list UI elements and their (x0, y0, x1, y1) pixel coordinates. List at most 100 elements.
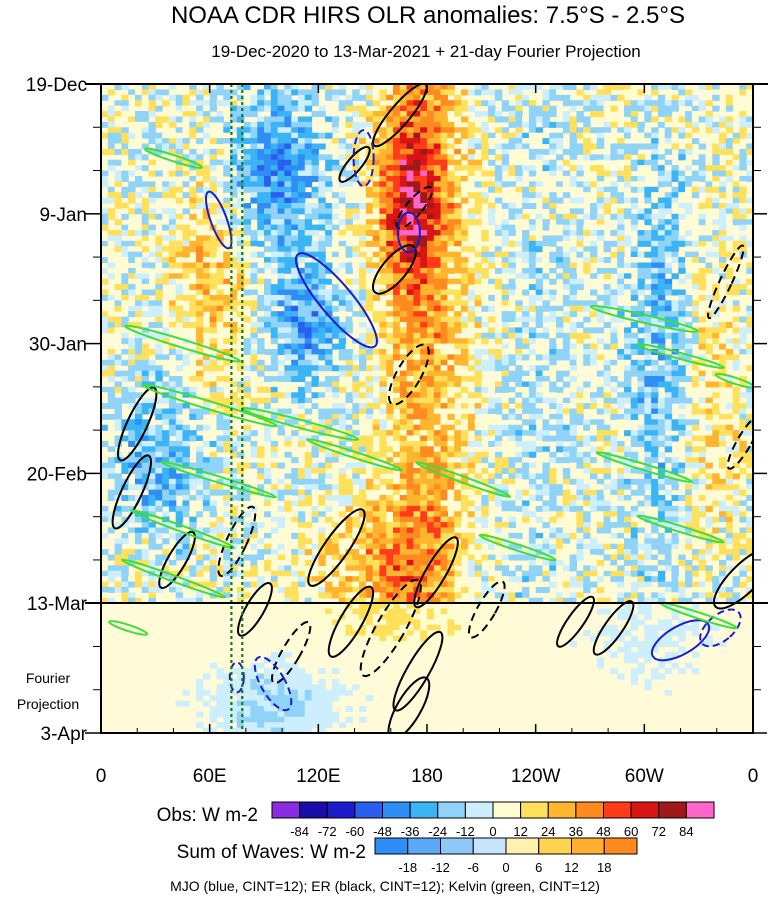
field-cell (196, 262, 204, 269)
field-cell (522, 192, 530, 199)
field-cell (311, 392, 319, 399)
field-cell (365, 419, 374, 426)
field-cell (406, 230, 415, 237)
field-cell (420, 327, 428, 334)
field-cell (223, 257, 231, 264)
field-cell (617, 403, 625, 410)
field-cell (175, 284, 184, 291)
field-cell (297, 451, 306, 458)
field-cell (379, 327, 387, 334)
field-cell (657, 413, 666, 420)
field-cell (114, 278, 122, 285)
field-cell (386, 365, 394, 372)
field-cell (297, 159, 306, 166)
field-cell (691, 127, 700, 134)
field-cell (427, 240, 435, 247)
field-cell (712, 154, 720, 161)
field-cell (250, 289, 258, 296)
field-cell (460, 170, 469, 177)
field-cell (291, 105, 299, 112)
field-cell (732, 181, 741, 188)
field-cell (501, 354, 510, 361)
field-cell (474, 170, 482, 177)
field-cell (610, 186, 618, 193)
field-cell (399, 84, 408, 91)
field-cell (576, 240, 584, 247)
field-cell (134, 305, 143, 312)
field-cell (318, 289, 326, 296)
field-cell (107, 392, 116, 399)
field-cell (250, 430, 258, 437)
field-cell (651, 311, 659, 318)
field-cell (114, 338, 122, 345)
field-cell (556, 143, 564, 150)
field-cell (359, 230, 367, 237)
field-cell (284, 327, 292, 334)
field-cell (277, 413, 285, 420)
field-cell (216, 165, 224, 172)
field-cell (277, 143, 285, 150)
field-cell (719, 446, 727, 453)
field-cell (386, 246, 394, 253)
field-cell (698, 332, 707, 339)
field-cell (318, 202, 326, 209)
field-cell (297, 370, 306, 377)
field-cell (454, 240, 462, 247)
field-cell (352, 300, 360, 307)
field-cell (569, 311, 578, 318)
field-cell (148, 311, 156, 318)
field-cell (535, 257, 544, 264)
field-cell (481, 408, 489, 415)
field-cell (189, 354, 197, 361)
field-cell (257, 148, 265, 155)
field-cell (189, 154, 197, 161)
field-cell (508, 138, 516, 145)
field-cell (406, 148, 415, 155)
field-cell (691, 262, 700, 269)
field-cell (297, 300, 306, 307)
field-cell (603, 197, 611, 204)
field-cell (162, 246, 170, 253)
field-cell (712, 208, 720, 215)
field-cell (664, 224, 673, 231)
field-cell (644, 127, 652, 134)
field-cell (596, 105, 605, 112)
field-cell (236, 197, 245, 204)
field-cell (264, 143, 272, 150)
field-cell (549, 159, 557, 166)
field-cell (556, 154, 564, 161)
field-cell (474, 143, 482, 150)
field-cell (678, 213, 686, 220)
field-cell (379, 246, 387, 253)
field-cell (460, 246, 469, 253)
field-cell (698, 240, 707, 247)
field-cell (440, 440, 448, 447)
field-cell (447, 208, 455, 215)
field-cell (270, 230, 279, 237)
field-cell (264, 305, 272, 312)
field-cell (739, 440, 747, 447)
field-cell (155, 300, 163, 307)
field-cell (535, 311, 544, 318)
field-cell (712, 430, 720, 437)
field-cell (528, 397, 537, 404)
field-cell (155, 89, 163, 96)
field-cell (257, 197, 265, 204)
field-cell (236, 365, 245, 372)
field-cell (528, 154, 537, 161)
field-cell (698, 235, 707, 242)
field-cell (427, 132, 435, 139)
field-cell (304, 386, 313, 393)
field-cell (365, 89, 374, 96)
field-cell (637, 132, 645, 139)
field-cell (345, 316, 353, 323)
field-cell (189, 84, 197, 91)
field-cell (270, 338, 279, 345)
field-cell (651, 403, 659, 410)
field-cell (121, 240, 129, 247)
field-cell (562, 94, 571, 101)
field-cell (501, 100, 510, 107)
field-cell (196, 159, 204, 166)
field-cell (284, 338, 292, 345)
field-cell (325, 376, 333, 383)
